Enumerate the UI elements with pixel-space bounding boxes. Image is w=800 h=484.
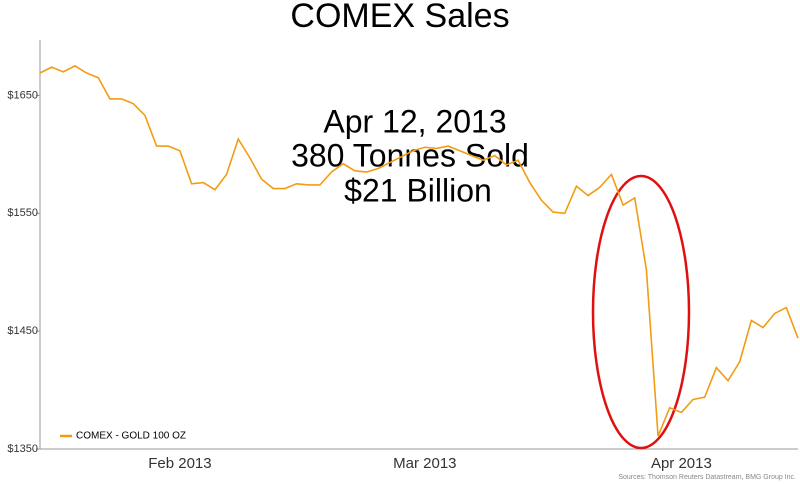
x-tick-label: Apr 2013 xyxy=(651,455,712,472)
source: Sources: Thomson Reuters Datastream, BMG… xyxy=(618,474,796,481)
x-tick-label: Mar 2013 xyxy=(393,455,456,472)
chart-title: COMEX Sales xyxy=(290,0,509,35)
y-tick-label: $1450 xyxy=(7,325,38,337)
y-tick-label: $1350 xyxy=(7,443,38,455)
y-tick-label: $1550 xyxy=(7,207,38,219)
line xyxy=(39,65,799,437)
y-tick-label: $1650 xyxy=(7,89,38,101)
legend-label: COMEX - GOLD 100 OZ xyxy=(76,431,186,442)
x-tick-label: Feb 2013 xyxy=(148,455,211,472)
highlight-ellipse xyxy=(591,174,691,450)
annotation: 380 Tonnes Sold xyxy=(291,137,529,173)
annotation: $21 Billion xyxy=(344,172,492,208)
annotation: Apr 12, 2013 xyxy=(323,103,506,139)
